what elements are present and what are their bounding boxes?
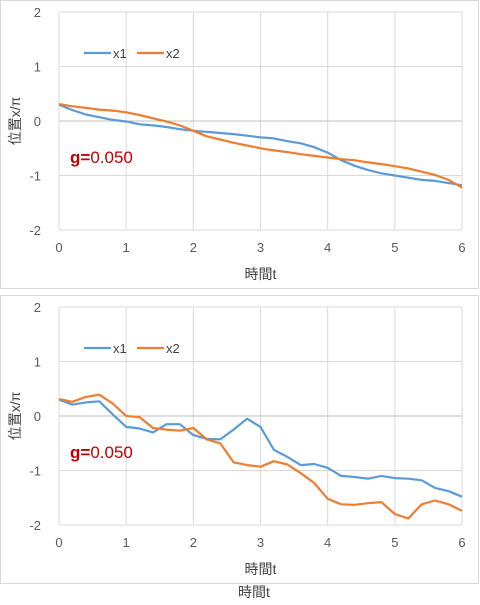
x-tick-label: 0 — [55, 240, 62, 255]
y-tick-label: -2 — [29, 223, 41, 238]
series-line-x2 — [58, 103, 463, 189]
annotation-g-value: g=0.050 — [70, 148, 133, 167]
cut-off-axis-label: 時間t — [0, 584, 479, 605]
chart-panel-bottom: 0 1 2 3 4 5 6 2 1 0 -1 -2 時間t 位置x/π x1 x2 g=0.050 — [0, 295, 479, 584]
legend-label-x1: x1 — [113, 341, 127, 356]
annotation-number: 0.050 — [90, 443, 133, 462]
y-tick-label: 2 — [34, 300, 41, 315]
legend-label-x2: x2 — [166, 46, 180, 61]
x-tick-label: 0 — [55, 535, 62, 550]
annotation-number: 0.050 — [90, 148, 133, 167]
line-chart-top: 0 1 2 3 4 5 6 2 1 0 -1 -2 時間t 位置x/π x1 x2 g=0.050 — [7, 5, 466, 282]
series-line-x2 — [58, 393, 463, 520]
y-axis-title: 位置x/π — [7, 391, 23, 440]
x-tick-label: 2 — [190, 535, 197, 550]
y-tick-label: 1 — [34, 355, 41, 370]
line-chart-bottom: 0 1 2 3 4 5 6 2 1 0 -1 -2 時間t 位置x/π x1 x2 g=0.050 — [7, 300, 466, 577]
series-line-x1 — [58, 398, 463, 498]
x-tick-label: 4 — [324, 535, 331, 550]
y-tick-label: -1 — [29, 464, 41, 479]
x-tick-label: 5 — [391, 535, 398, 550]
y-tick-label: -2 — [29, 518, 41, 533]
x-tick-label: 6 — [458, 240, 465, 255]
y-tick-label: 2 — [34, 5, 41, 20]
series-line-x1 — [58, 103, 463, 187]
x-tick-label: 1 — [123, 535, 130, 550]
y-tick-label: 1 — [34, 60, 41, 75]
legend-label-x2: x2 — [166, 341, 180, 356]
x-tick-label: 4 — [324, 240, 331, 255]
x-axis-title: 時間t — [245, 266, 277, 282]
chart-panel-top: 0 1 2 3 4 5 6 2 1 0 -1 -2 時間t 位置x/π x1 x2 g=0.050 — [0, 0, 479, 289]
cut-off-x-axis-title: 時間t — [238, 584, 270, 600]
x-tick-label: 6 — [458, 535, 465, 550]
y-axis-title: 位置x/π — [7, 96, 23, 145]
y-tick-label: 0 — [34, 409, 41, 424]
x-tick-label: 3 — [257, 535, 264, 550]
x-tick-label: 5 — [391, 240, 398, 255]
annotation-label: g= — [70, 148, 90, 167]
x-tick-label: 3 — [257, 240, 264, 255]
x-tick-label: 2 — [190, 240, 197, 255]
annotation-label: g= — [70, 443, 90, 462]
y-tick-label: -1 — [29, 169, 41, 184]
legend-label-x1: x1 — [113, 46, 127, 61]
x-tick-label: 1 — [123, 240, 130, 255]
x-axis-title: 時間t — [245, 561, 277, 577]
annotation-g-value: g=0.050 — [70, 443, 133, 462]
y-tick-label: 0 — [34, 114, 41, 129]
